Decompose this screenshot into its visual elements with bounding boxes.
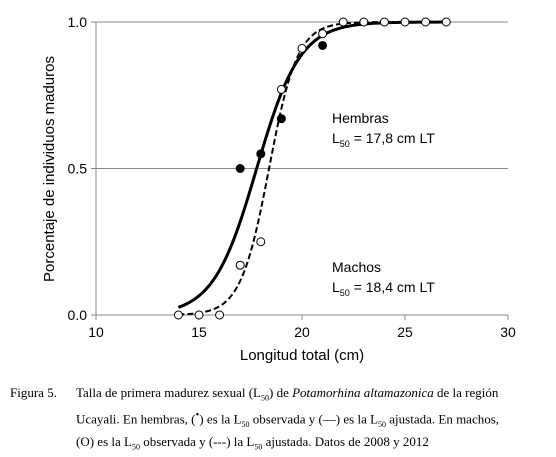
- point-machos-8: [338, 17, 348, 27]
- tick-label-y-1.0: 1.0: [68, 14, 88, 30]
- caption-line-2: Ucayali. En hembras, (•) es la L50 obser…: [76, 408, 500, 429]
- tick-label-x-20: 20: [294, 324, 310, 340]
- point-machos-12: [421, 17, 431, 27]
- point-machos-0: [173, 310, 183, 320]
- point-machos-13: [441, 17, 451, 27]
- tick-label-x-25: 25: [397, 324, 413, 340]
- axes: 0.0 0.5 1.0 10 15 20 25 30: [68, 14, 516, 340]
- point-machos-4: [256, 237, 266, 247]
- point-machos-1: [194, 310, 204, 320]
- point-machos-11: [400, 17, 410, 27]
- point-hembras-0: [235, 164, 245, 173]
- tick-label-x-10: 10: [88, 324, 104, 340]
- machos-title: Machos: [332, 259, 381, 275]
- figure-caption: Figura 5. Talla de primera madurez sexual…: [10, 384, 550, 455]
- annotations: Hembras L50 = 17,8 cm LT Machos L50 = 18…: [332, 110, 435, 298]
- point-machos-5: [276, 84, 286, 94]
- point-machos-6: [297, 43, 307, 53]
- tick-label-y-0.5: 0.5: [68, 161, 88, 177]
- x-axis-label: Longitud total (cm): [240, 347, 364, 364]
- machos-l50: L50 = 18,4 cm LT: [332, 279, 435, 298]
- caption-line-3: (O) es la L50 observada y (---) la L50 a…: [76, 433, 429, 452]
- fitted-curve-hembras: [177, 20, 447, 309]
- point-machos-2: [215, 310, 225, 320]
- point-hembras-3: [318, 40, 328, 50]
- caption-line-1: Talla de primera madurez sexual (L50) de…: [76, 385, 499, 403]
- tick-label-x-30: 30: [500, 324, 516, 340]
- y-axis-label: Porcentaje de individuos maduros: [41, 56, 58, 282]
- hembras-l50: L50 = 17,8 cm LT: [332, 130, 435, 149]
- point-machos-10: [379, 17, 389, 27]
- figure-label: Figura 5.: [10, 385, 57, 400]
- axis-labels: Longitud total (cm) Porcentaje de indivi…: [41, 56, 364, 364]
- point-hembras-2: [276, 114, 286, 124]
- hembras-title: Hembras: [332, 110, 389, 126]
- point-machos-3: [235, 260, 245, 270]
- maturity-chart: 0.0 0.5 1.0 10 15 20 25 30 Longitud total (cm) …: [41, 14, 516, 364]
- observed-points: [173, 17, 451, 320]
- point-machos-9: [359, 17, 369, 27]
- tick-label-y-0.0: 0.0: [68, 307, 88, 323]
- tick-label-x-15: 15: [191, 324, 207, 340]
- point-machos-7: [318, 29, 328, 39]
- point-hembras-1: [256, 149, 266, 159]
